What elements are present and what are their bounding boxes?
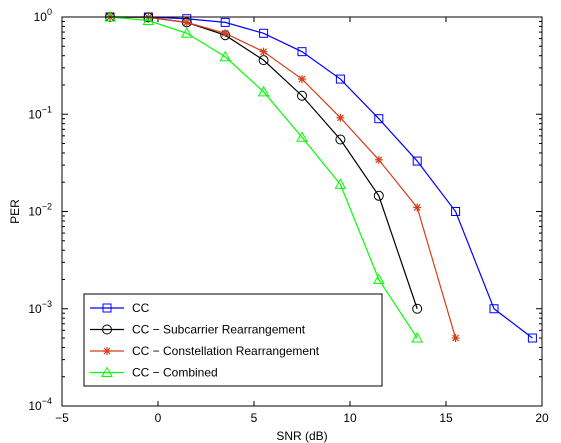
x-tick-label: 20 (535, 411, 549, 425)
x-tick-label: 15 (439, 411, 453, 425)
data-point (297, 47, 307, 57)
data-point (297, 90, 307, 101)
data-point (257, 85, 270, 97)
data-point (372, 273, 385, 284)
data-point (374, 155, 383, 164)
star-stroke (183, 18, 191, 26)
series-line (109, 16, 418, 339)
legend-label: CC − Combined (132, 366, 218, 380)
legend-marker (102, 303, 112, 313)
series-line (109, 16, 457, 339)
legend-label: CC (132, 301, 150, 315)
data-point (259, 47, 268, 56)
data-point (219, 50, 232, 62)
data-point (296, 131, 308, 142)
data-point (180, 27, 193, 38)
data-point (527, 333, 537, 343)
x-tick-label: 10 (343, 411, 357, 425)
y-tick-label: 100 (34, 7, 52, 24)
star-stroke (103, 347, 111, 355)
legend-marker (102, 324, 112, 335)
data-point (412, 156, 422, 166)
legend-label: CC − Subcarrier Rearrangement (132, 323, 306, 337)
star-stroke (375, 156, 383, 164)
axis-tick-labels: −5 0 5 10 15 20 10−4 10−3 10−2 10−1 100 (28, 7, 549, 425)
data-point (373, 190, 384, 201)
y-tick-label: 10−3 (28, 299, 52, 316)
data-point (451, 334, 460, 343)
legend-label: CC − Constellation Rearrangement (132, 344, 320, 358)
data-point (334, 178, 347, 189)
star-stroke (413, 204, 421, 211)
data-point (221, 29, 230, 38)
data-point (451, 207, 461, 216)
y-tick-label: 10−1 (28, 104, 52, 121)
legend-item: CC − Constellation Rearrangement (90, 344, 320, 358)
data-point (411, 331, 424, 343)
x-axis-label: SNR (dB) (276, 429, 327, 443)
legend-marker (101, 366, 113, 377)
data-point (413, 203, 422, 212)
star-stroke (221, 29, 229, 37)
x-tick-label: 0 (155, 411, 162, 425)
y-tick-label: 10−4 (28, 396, 52, 413)
legend-item: CC − Combined (90, 366, 218, 380)
data-point (259, 28, 269, 38)
star-stroke (260, 48, 268, 56)
data-point (374, 114, 384, 124)
legend: CC CC − Subcarrier Rearrangement CC − Cons… (83, 293, 383, 387)
star-stroke (298, 75, 306, 83)
data-point (336, 113, 345, 122)
data-point (335, 134, 346, 145)
data-point (220, 17, 230, 27)
data-point (298, 75, 306, 84)
data-point (182, 18, 191, 27)
data-point (412, 303, 423, 314)
star-stroke (452, 334, 460, 342)
plot-frame (61, 16, 543, 407)
legend-box (83, 293, 383, 387)
legend-item: CC (90, 301, 150, 315)
y-tick-label: 10−2 (28, 202, 52, 219)
y-axis-label: PER (8, 199, 22, 224)
x-tick-label: −5 (55, 411, 69, 425)
legend-item: CC − Subcarrier Rearrangement (90, 323, 306, 337)
series-triangle (104, 10, 424, 343)
legend-marker (103, 347, 111, 355)
data-point (142, 14, 155, 26)
data-point (335, 74, 345, 84)
series-line (110, 16, 533, 339)
data-point (489, 304, 499, 314)
x-tick-label: 5 (251, 411, 258, 425)
star-stroke (336, 114, 344, 122)
